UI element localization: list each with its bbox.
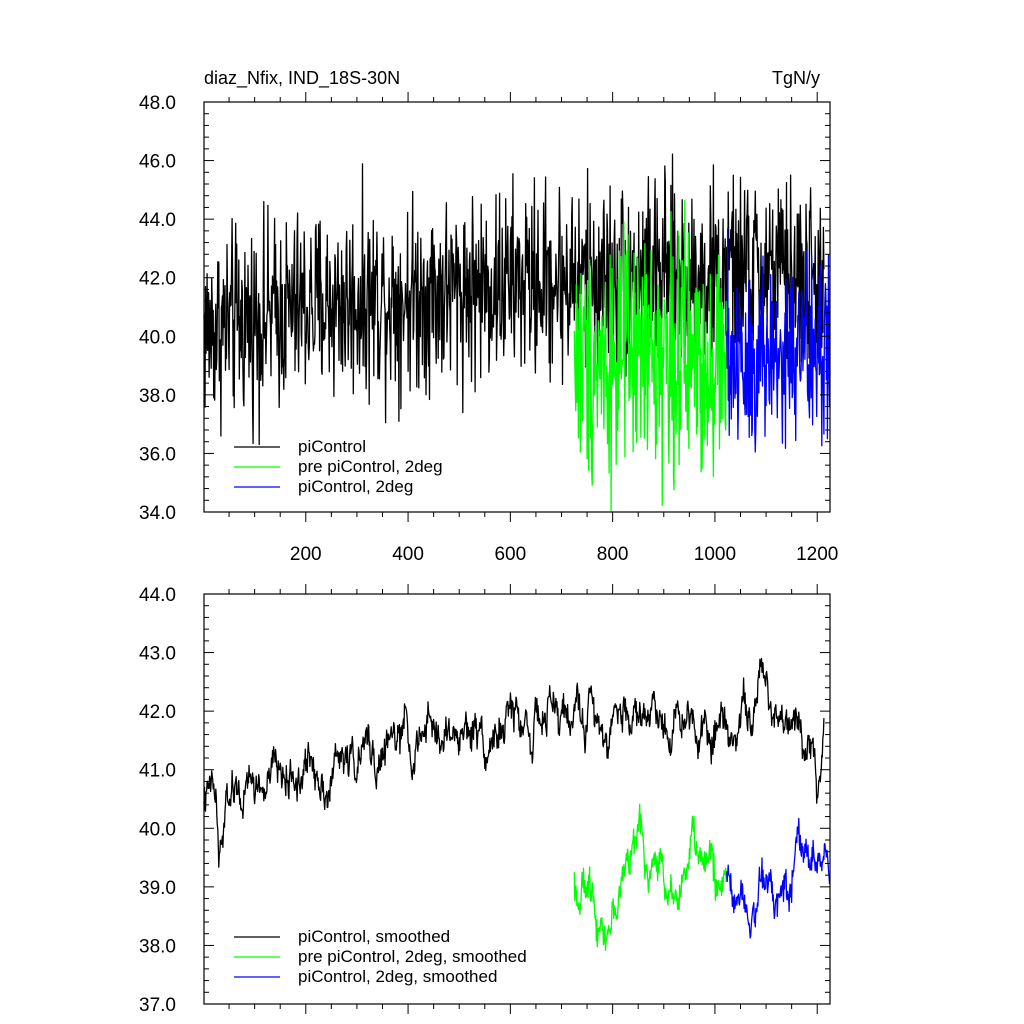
y-tick-label: 43.0 <box>139 644 176 665</box>
legend-label: piControl, 2deg <box>298 477 413 496</box>
series-line-2 <box>573 200 728 512</box>
plot-frame <box>203 101 831 513</box>
y-tick-label: 44.0 <box>139 585 176 606</box>
legend-label: pre piControl, 2deg, smoothed <box>298 947 527 966</box>
x-tick-label: 1000 <box>694 544 736 565</box>
y-tick-label: 37.0 <box>139 995 176 1016</box>
y-tick-label: 40.0 <box>139 819 176 840</box>
plot-frame <box>203 593 831 1005</box>
y-tick-label: 38.0 <box>139 386 176 407</box>
legend-label: piControl, smoothed <box>298 927 450 946</box>
y-tick-label: 48.0 <box>139 93 176 114</box>
y-tick-label: 44.0 <box>139 210 176 231</box>
series-line-3 <box>726 227 831 453</box>
legend-label: piControl <box>298 437 366 456</box>
bottom-panel: 37.0 38.0 39.0 40.0 41.0 42.0 43.0 44.0 piContro… <box>139 584 831 1016</box>
y-tick-label: 46.0 <box>139 152 176 173</box>
y-tick-label: 41.0 <box>139 761 176 782</box>
x-tick-label: 200 <box>290 544 322 565</box>
x-tick-label: 1200 <box>796 544 838 565</box>
y-tick-label: 42.0 <box>139 269 176 290</box>
chart-title: diaz_Nfix, IND_18S-30N <box>204 68 400 89</box>
y-tick-label: 36.0 <box>139 444 176 465</box>
y-tick-label: 39.0 <box>139 878 176 899</box>
series-line-1 <box>203 657 825 868</box>
y-tick-label: 34.0 <box>139 503 176 524</box>
legend-label: pre piControl, 2deg <box>298 457 443 476</box>
legend-label: piControl, 2deg, smoothed <box>298 967 497 986</box>
x-tick-label: 600 <box>494 544 526 565</box>
x-tick-label: 400 <box>392 544 424 565</box>
series-line-2 <box>573 803 728 951</box>
series-line-3 <box>726 817 831 939</box>
top-panel: diaz_Nfix, IND_18S-30N TgN/y 34.0 36.0 38.… <box>139 68 838 565</box>
y-tick-label: 40.0 <box>139 327 176 348</box>
y-tick-label: 42.0 <box>139 702 176 723</box>
y-tick-label: 38.0 <box>139 936 176 957</box>
units-label: TgN/y <box>772 68 820 88</box>
series-line-1 <box>203 153 825 446</box>
x-tick-label: 800 <box>597 544 629 565</box>
